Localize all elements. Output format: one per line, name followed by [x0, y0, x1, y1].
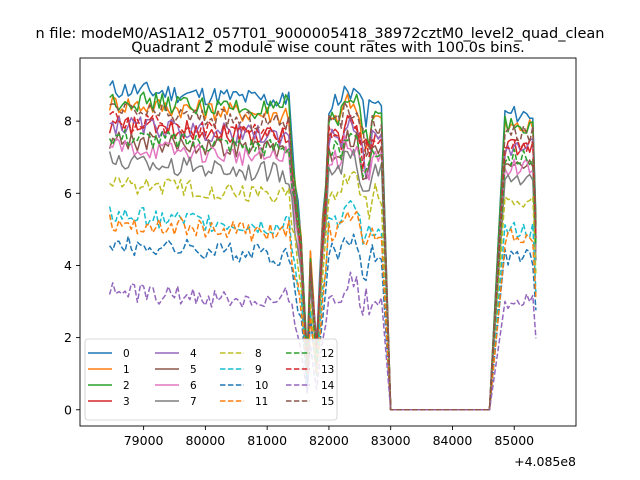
legend-label-3: 3	[123, 396, 130, 408]
y-tick-label: 8	[64, 114, 72, 129]
series-line-15	[109, 101, 537, 411]
y-axis: 0 2 4 6 8	[64, 114, 80, 417]
y-tick-label: 4	[64, 258, 72, 273]
x-tick-label: 85000	[494, 433, 534, 448]
chart-title: Quadrant 2 module wise count rates with …	[131, 40, 525, 56]
legend-label-8: 8	[255, 348, 262, 360]
legend-label-5: 5	[190, 364, 197, 376]
legend-label-13: 13	[321, 364, 334, 376]
legend-label-6: 6	[190, 380, 197, 392]
x-tick-label: 82000	[309, 433, 349, 448]
x-axis: 79000 80000 81000 82000 83000 84000 85000	[124, 426, 534, 448]
chart-suptitle: n file: modeM0/AS1A12_057T01_9000005418_…	[36, 26, 605, 42]
legend-label-14: 14	[321, 380, 335, 392]
legend-label-10: 10	[255, 380, 268, 392]
plot-frame	[79, 57, 577, 427]
x-tick-label: 81000	[247, 433, 287, 448]
series-line-10	[108, 233, 537, 411]
legend-frame	[84, 338, 338, 421]
y-tick-label: 6	[64, 186, 72, 201]
legend-label-7: 7	[190, 396, 197, 408]
legend-label-1: 1	[123, 364, 130, 376]
legend-label-2: 2	[123, 380, 130, 392]
y-tick-label: 0	[64, 402, 72, 417]
series-line-12	[108, 128, 537, 411]
x-tick-label: 83000	[371, 433, 411, 448]
legend-label-0: 0	[123, 348, 130, 360]
legend-label-9: 9	[255, 364, 262, 376]
legend-label-11: 11	[255, 396, 268, 408]
legend-label-15: 15	[321, 396, 334, 408]
series-line-14	[108, 271, 537, 411]
x-axis-offset-label: +4.085e8	[514, 454, 576, 469]
x-tick-label: 80000	[186, 433, 226, 448]
legend-label-4: 4	[190, 348, 197, 360]
y-tick-label: 2	[64, 330, 72, 345]
series-layer	[108, 80, 537, 411]
x-tick-label: 79000	[124, 433, 164, 448]
legend-label-12: 12	[321, 348, 334, 360]
x-tick-label: 84000	[433, 433, 473, 448]
